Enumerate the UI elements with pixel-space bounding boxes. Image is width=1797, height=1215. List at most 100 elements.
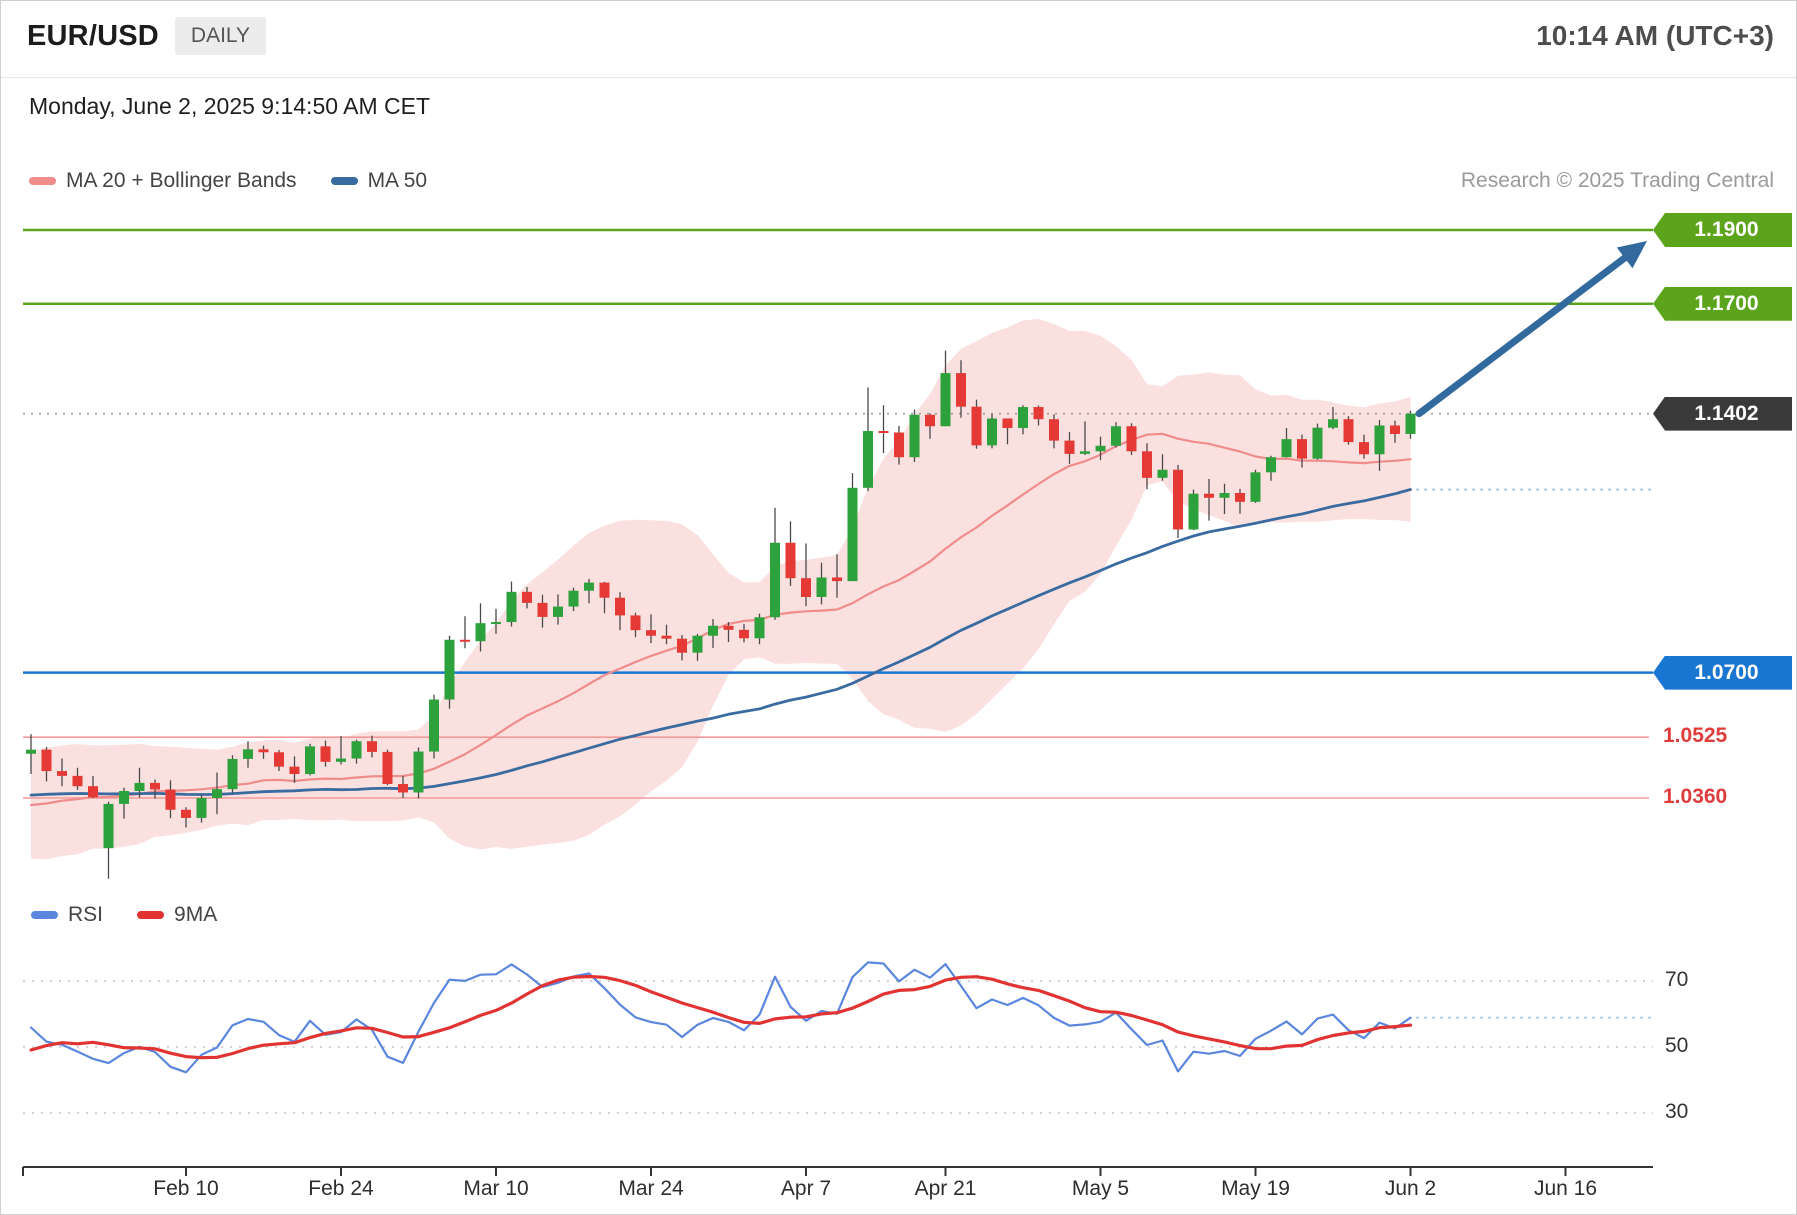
candle-body [708,625,718,636]
candle-body [413,751,424,793]
candle-body [1157,469,1168,478]
candle-body [1204,493,1214,498]
ma20-legend-label: MA 20 + Bollinger Bands [66,169,297,192]
last-price-tag: 1.1402 [1653,396,1792,431]
ma50-legend-item: MA 50 [330,169,428,193]
candle-body [88,786,98,798]
datetime-label: Monday, June 2, 2025 9:14:50 AM CET [29,93,431,119]
candle-body [475,623,486,642]
candle-body [305,746,315,775]
candle-body [1126,426,1137,452]
x-axis-layer [22,1166,1653,1176]
rsi-legend-item: RSI [31,903,103,927]
candle-body [165,789,176,810]
candle-body [1266,457,1276,473]
pivot-lower-label: 1.0360 [1663,784,1728,808]
x-axis-label: Jun 2 [1384,1177,1437,1200]
candle-body [1359,442,1369,455]
forecast-arrow-shaft [1415,254,1629,418]
rsi-ma-legend-label: 9MA [174,903,218,926]
candle-body [630,615,641,631]
symbol-title: EUR/USD [27,19,159,52]
bollinger-band-layer [31,318,1411,860]
candle-body [1188,493,1199,530]
candle-body [1018,407,1028,429]
x-axis: Feb 10 Feb 24 Mar 10 Mar 24 Apr 7 Apr 21 May 5… [1,1177,1796,1207]
candle-body [1235,492,1245,502]
candle-body [258,749,269,753]
bollinger-band-fill [31,318,1411,860]
pivot-upper-label: 1.0525 [1663,724,1728,748]
candle-body [1173,469,1183,530]
candle-body [336,758,346,762]
candle-body [615,597,625,616]
rsi-ma-legend-swatch-icon [137,911,165,919]
candle-body [181,809,191,818]
candle-body [971,406,982,446]
candle-body [382,751,393,784]
candle-body [289,766,300,775]
candle-body [429,699,439,752]
candle-body [754,617,765,639]
rsi-axis-label: 50 [1665,1034,1689,1057]
candle-body [940,373,951,427]
ma50-legend-label: MA 50 [367,169,428,192]
candle-body [568,590,579,607]
clock-label: 10:14 AM (UTC+3) [1536,20,1774,51]
candle-body [274,752,284,767]
candle-body [1049,419,1059,441]
ma20-legend-item: MA 20 + Bollinger Bands [29,169,297,193]
x-axis-label: Feb 10 [153,1177,219,1200]
candle-body [692,635,703,653]
x-axis-label: Mar 24 [618,1177,684,1200]
rsi-panel-layer [23,961,1653,1114]
candle-body [1142,451,1152,478]
candle-body [26,749,36,754]
moving-average-layer [29,432,1653,807]
rsi-legend: RSI 9MA [31,903,217,927]
candle-body [987,418,997,446]
main-chart-legend: MA 20 + Bollinger Bands MA 50 Research ©… [29,169,1774,193]
candle-body [444,639,455,700]
candle-body [770,542,780,618]
candle-body [57,771,67,776]
candle-body [196,797,207,818]
x-axis-label: Feb 24 [308,1177,374,1200]
candle-body [134,782,145,791]
candle-body [1281,439,1292,458]
candle-body [739,629,749,639]
rsi-axis-label: 30 [1665,1100,1689,1123]
candle-body [599,582,610,598]
candle-body [677,638,687,653]
candle-body [878,431,889,434]
candle-body [398,783,408,793]
candle-body [956,373,966,407]
candle-body [661,635,672,639]
candle-body [72,775,83,787]
candle-body [1033,407,1044,420]
forecast-arrow-head [1616,241,1647,269]
candle-body [227,758,238,790]
candle-body [1002,418,1013,429]
level-lines-layer [23,228,1653,799]
candle-body [785,542,796,579]
candle-body [351,741,362,759]
x-axis-label: Apr 7 [780,1177,832,1200]
candle-body [1111,426,1121,446]
candle-body [1312,427,1323,459]
candle-body [816,577,827,597]
x-axis-label: Apr 21 [914,1177,977,1200]
candle-body [243,749,253,759]
rsi-axis-label: 70 [1665,968,1689,991]
candle-body [491,622,501,625]
candle-body [103,803,114,849]
candle-body [150,782,160,790]
candle-body [1219,492,1230,498]
candle-body [553,606,563,617]
candle-body [1064,440,1075,454]
candle-body [909,414,920,458]
candle-body [723,625,734,630]
x-axis-label: May 19 [1221,1177,1290,1200]
candle-body [646,630,656,636]
candle-body [1080,451,1090,454]
